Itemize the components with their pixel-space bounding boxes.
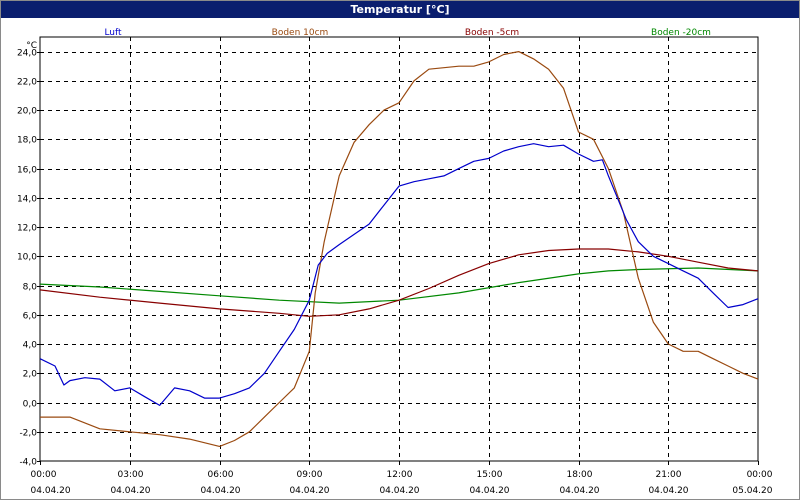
x-tick-time: 06:00 bbox=[208, 470, 234, 480]
legend-entry: Boden -5cm bbox=[465, 28, 519, 38]
legend-entry: Boden -20cm bbox=[651, 28, 711, 38]
series-line-boden-5cm bbox=[39, 248, 759, 317]
y-tick-label: 20,0 bbox=[17, 107, 37, 117]
x-tick-time: 15:00 bbox=[477, 470, 503, 480]
window-title: Temperatur [°C] bbox=[1, 1, 799, 18]
x-tick-time: 09:00 bbox=[297, 470, 323, 480]
y-tick-label: 4,0 bbox=[23, 341, 38, 351]
x-tick-date: 04.04.20 bbox=[289, 486, 329, 496]
y-tick-label: 8,0 bbox=[23, 283, 38, 293]
y-tick-label: -2,0 bbox=[19, 429, 37, 439]
y-tick-label: 10,0 bbox=[17, 253, 37, 263]
x-tick-date: 04.04.20 bbox=[559, 486, 599, 496]
x-tick-date: 04.04.20 bbox=[648, 486, 688, 496]
y-tick-label: 18,0 bbox=[17, 136, 37, 146]
x-tick-date: 04.04.20 bbox=[110, 486, 150, 496]
y-tick-label: 12,0 bbox=[17, 224, 37, 234]
y-axis-unit: °C bbox=[26, 41, 37, 51]
series-line-boden-20cm bbox=[39, 267, 759, 304]
y-tick-label: 0,0 bbox=[23, 400, 38, 410]
x-axis: 00:00 04.04.20 03:00 04.04.20 06:00 04.04.20 0… bbox=[31, 461, 773, 496]
y-tick-label: 16,0 bbox=[17, 166, 37, 176]
y-tick-label: 14,0 bbox=[17, 195, 37, 205]
x-tick-time: 18:00 bbox=[567, 470, 593, 480]
series-lines bbox=[39, 50, 759, 447]
x-tick-time: 00:00 bbox=[31, 470, 57, 480]
legend-entry: Luft bbox=[104, 28, 122, 38]
y-tick-label: 22,0 bbox=[17, 78, 37, 88]
y-tick-label: 6,0 bbox=[23, 312, 38, 322]
x-tick-date: 04.04.20 bbox=[379, 486, 419, 496]
x-tick-time: 03:00 bbox=[118, 470, 144, 480]
x-tick-time: 00:00 bbox=[747, 470, 773, 480]
x-tick-time: 12:00 bbox=[387, 470, 413, 480]
series-line-boden-10cm bbox=[40, 50, 759, 447]
x-tick-time: 21:00 bbox=[656, 470, 682, 480]
legend: Luft Boden 10cm Boden -5cm Boden -20cm bbox=[104, 28, 711, 38]
y-tick-label: -4,0 bbox=[19, 458, 37, 468]
x-tick-date: 05.04.20 bbox=[732, 486, 772, 496]
legend-entry: Boden 10cm bbox=[272, 28, 329, 38]
series-line-luft bbox=[39, 143, 759, 406]
y-tick-label: 2,0 bbox=[23, 370, 38, 380]
x-tick-date: 04.04.20 bbox=[200, 486, 240, 496]
y-tick-label: 24,0 bbox=[17, 49, 37, 59]
x-tick-date: 04.04.20 bbox=[469, 486, 509, 496]
x-tick-date: 04.04.20 bbox=[31, 486, 71, 496]
y-axis: -4,0 -2,0 0,0 2,0 4,0 6,0 8,0 10,0 12,0 14,0 16,0 1… bbox=[17, 41, 40, 468]
